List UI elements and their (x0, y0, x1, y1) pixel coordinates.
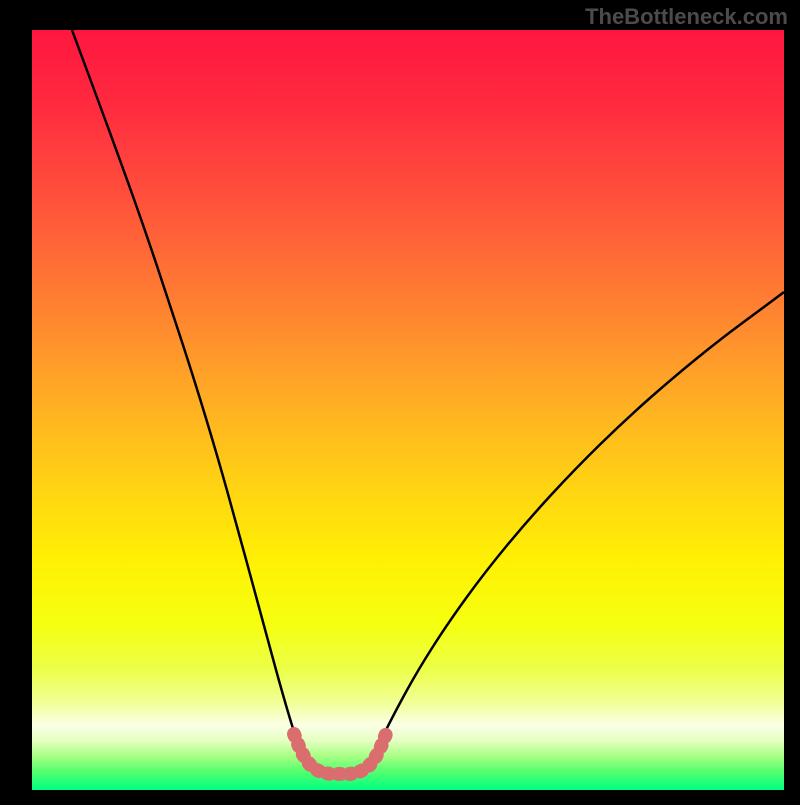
gradient-background (32, 30, 784, 790)
chart-canvas (0, 0, 800, 800)
watermark-text: TheBottleneck.com (585, 4, 788, 30)
